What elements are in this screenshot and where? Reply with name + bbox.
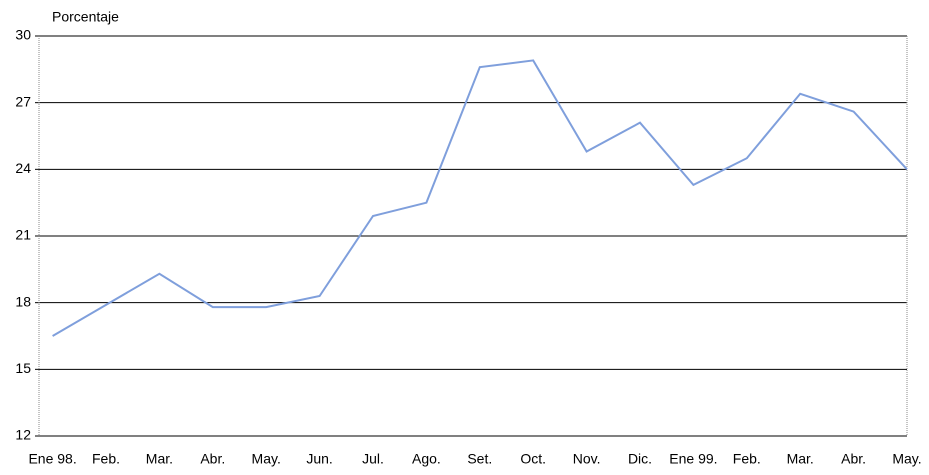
data-line [52,59,908,337]
x-tick-label: Abr. [200,451,225,467]
x-tick-label: Mar. [146,451,173,467]
y-tick-label: 18 [15,293,31,309]
x-tick-label: Jun. [306,451,332,467]
y-tick-label: 27 [15,93,31,109]
x-tick-label: Nov. [573,451,601,467]
y-axis-label: Porcentaje [52,9,119,25]
y-tick-label: 30 [15,27,31,43]
x-tick-label: May. [252,451,281,467]
x-tick-label: Jul. [362,451,384,467]
x-tick-label: May. [892,451,921,467]
x-tick-label: Ago. [412,451,441,467]
x-tick-label: Ene 98. [28,451,76,467]
x-tick-label: Oct. [520,451,546,467]
x-tick-label: Feb. [92,451,120,467]
x-tick-label: Set. [467,451,492,467]
y-tick-label: 21 [15,227,31,243]
x-tick-label: Feb. [733,451,761,467]
x-tick-label: Dic. [628,451,652,467]
y-tick-label: 24 [15,160,31,176]
x-tick-label: Ene 99. [669,451,717,467]
y-tick-label: 15 [15,360,31,376]
y-tick-label: 12 [15,427,31,443]
x-tick-label: Abr. [841,451,866,467]
x-tick-label: Mar. [787,451,814,467]
